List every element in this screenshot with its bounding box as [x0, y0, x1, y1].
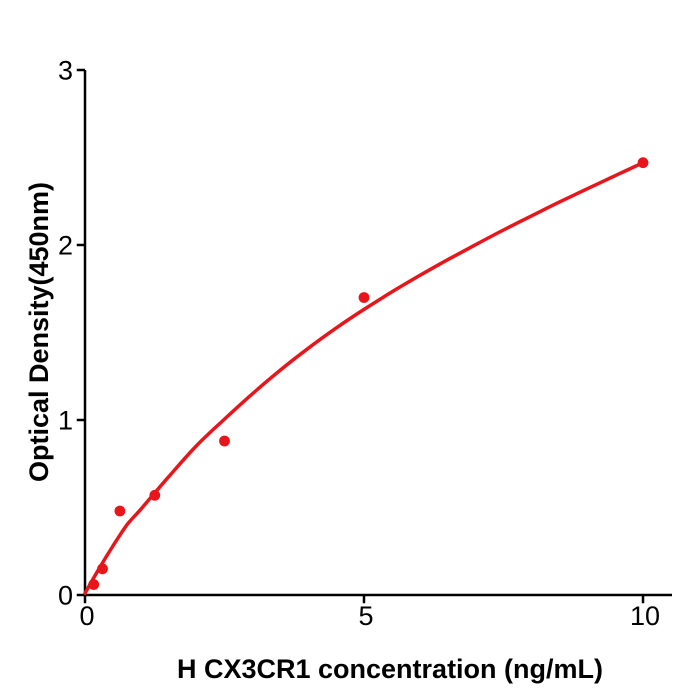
- data-point-0: [88, 579, 100, 590]
- data-point-2: [114, 505, 126, 517]
- y-axis-title: Optical Density(450nm): [24, 182, 54, 482]
- axis-spines: [83, 70, 672, 597]
- y-tick-label-2: 2: [58, 231, 73, 261]
- fit-curve-layer: [83, 160, 645, 596]
- y-tick-label-3: 3: [58, 56, 73, 86]
- data-point-1: [97, 563, 108, 575]
- y-tick-label-1: 1: [58, 406, 73, 436]
- axes-layer: [76, 68, 672, 604]
- data-point-5: [358, 292, 370, 303]
- x-tick-label-0: 0: [79, 601, 94, 631]
- fitted-curve-path: [83, 160, 645, 596]
- x-tick-label-1: 5: [358, 601, 373, 631]
- data-point-4: [219, 435, 230, 447]
- data-points-layer: [88, 157, 649, 590]
- tick-label-layer: 0 5 10 0 1 2 3: [58, 56, 660, 632]
- data-point-3: [149, 489, 161, 501]
- x-axis-title: H CX3CR1 concentration (ng/mL): [177, 654, 603, 684]
- x-tick-label-2: 10: [630, 601, 660, 631]
- data-point-6: [637, 157, 649, 169]
- y-tick-label-0: 0: [58, 581, 73, 611]
